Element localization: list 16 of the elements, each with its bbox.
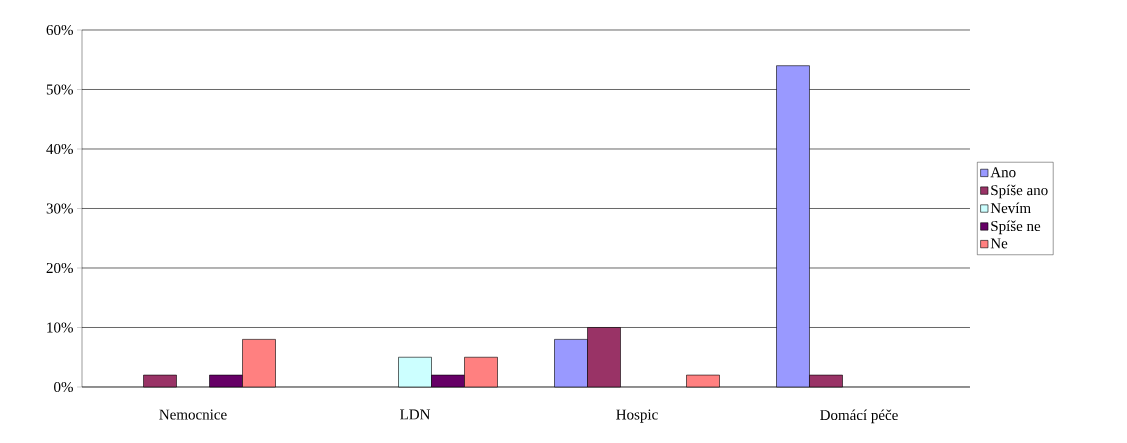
legend-label: Spíše ano [991, 184, 1048, 199]
y-tick-label: 60% [46, 24, 73, 36]
x-tick-label: LDN [400, 409, 431, 420]
y-tick-label: 40% [46, 143, 73, 155]
y-tick-label: 10% [47, 322, 73, 333]
legend-label: Ne [990, 238, 1008, 249]
y-tick-label: 50% [46, 84, 73, 95]
x-tick-label: Hospic [616, 409, 658, 423]
y-tick-label: 0% [54, 381, 73, 393]
legend-label: Nevím [990, 202, 1031, 214]
y-tick-label: 20% [46, 262, 73, 274]
y-tick-label: 30% [46, 203, 73, 214]
x-tick-label: Domácí péče [820, 409, 898, 424]
legend-label: Spíše ne [991, 220, 1041, 235]
legend-label: Ano [990, 167, 1016, 178]
x-tick-label: Nemocnice [159, 409, 227, 420]
